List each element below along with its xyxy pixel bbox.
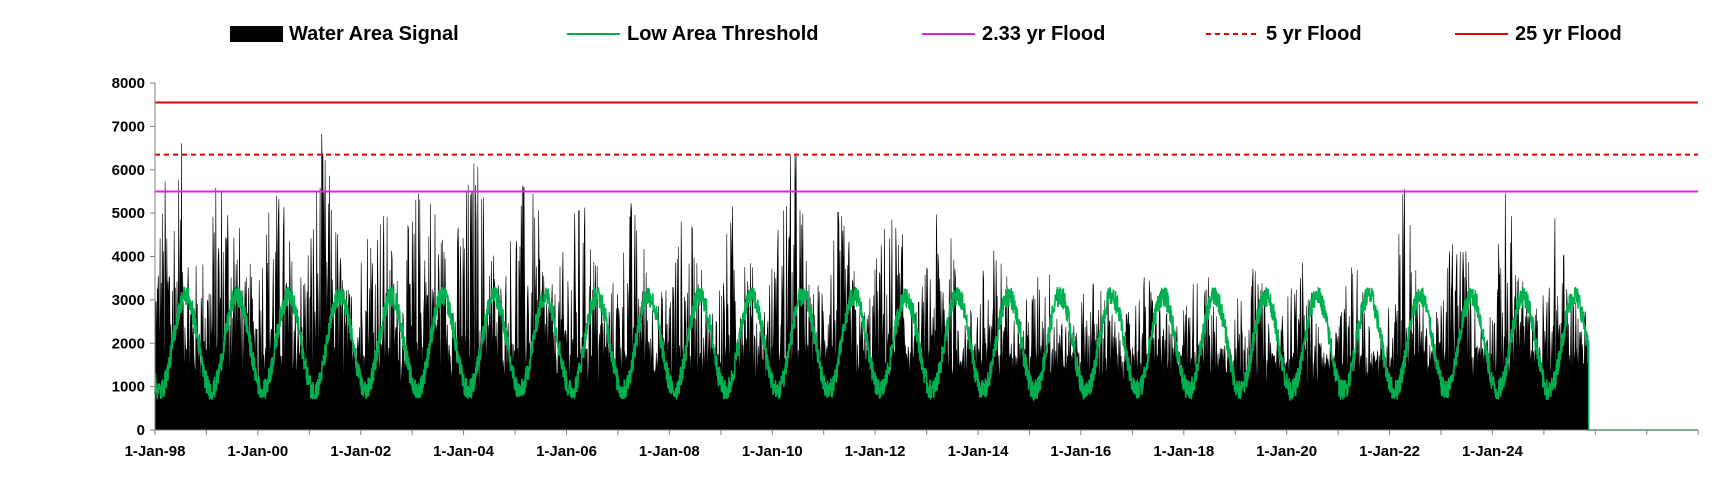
legend-item-25-yr-flood: 25 yr Flood	[1455, 23, 1622, 45]
y-tick-label: 0	[137, 422, 145, 439]
legend-label-25-yr-flood: 25 yr Flood	[1515, 23, 1622, 45]
legend-label-low-area-threshold: Low Area Threshold	[627, 23, 819, 45]
x-tick-label: 1-Jan-18	[1153, 443, 1214, 460]
x-tick-label: 1-Jan-16	[1050, 443, 1111, 460]
y-tick-label: 8000	[112, 75, 145, 92]
y-tick-label: 4000	[112, 249, 145, 266]
x-tick-label: 1-Jan-22	[1359, 443, 1420, 460]
plot-area: 0 1000 2000 3000 4000 5000 6000 7000 8000 1-Jan-9…	[112, 75, 1699, 460]
legend-label-5-yr-flood: 5 yr Flood	[1266, 23, 1362, 45]
y-tick-label: 2000	[112, 335, 145, 352]
x-tick-label: 1-Jan-02	[330, 443, 391, 460]
legend-label-2-33-yr-flood: 2.33 yr Flood	[982, 23, 1105, 45]
x-tick-label: 1-Jan-98	[125, 443, 186, 460]
x-tick-label: 1-Jan-12	[845, 443, 906, 460]
x-tick-label: 1-Jan-10	[742, 443, 803, 460]
y-tick-label: 3000	[112, 292, 145, 309]
legend-item-5-yr-flood: 5 yr Flood	[1206, 23, 1362, 45]
x-tick-label: 1-Jan-00	[227, 443, 288, 460]
y-tick-label: 5000	[112, 205, 145, 222]
legend-label-water-area-signal: Water Area Signal	[289, 23, 459, 45]
legend-item-low-area-threshold: Low Area Threshold	[567, 23, 819, 45]
y-tick-label: 1000	[112, 379, 145, 396]
low-area-threshold-line	[154, 285, 1698, 431]
x-tick-label: 1-Jan-06	[536, 443, 597, 460]
legend-item-2-33-yr-flood: 2.33 yr Flood	[922, 23, 1105, 45]
x-tick-label: 1-Jan-14	[948, 443, 1010, 460]
x-tick-label: 1-Jan-08	[639, 443, 700, 460]
legend-swatch-water-area-signal	[230, 26, 283, 42]
chart-legend: Water Area Signal Low Area Threshold 2.3…	[230, 23, 1622, 45]
y-tick-label: 6000	[112, 162, 145, 179]
x-tick-label: 1-Jan-04	[433, 443, 495, 460]
legend-item-water-area-signal: Water Area Signal	[230, 23, 459, 45]
y-tick-label: 7000	[112, 118, 145, 135]
x-tick-label: 1-Jan-24	[1462, 443, 1524, 460]
x-tick-label: 1-Jan-20	[1256, 443, 1317, 460]
